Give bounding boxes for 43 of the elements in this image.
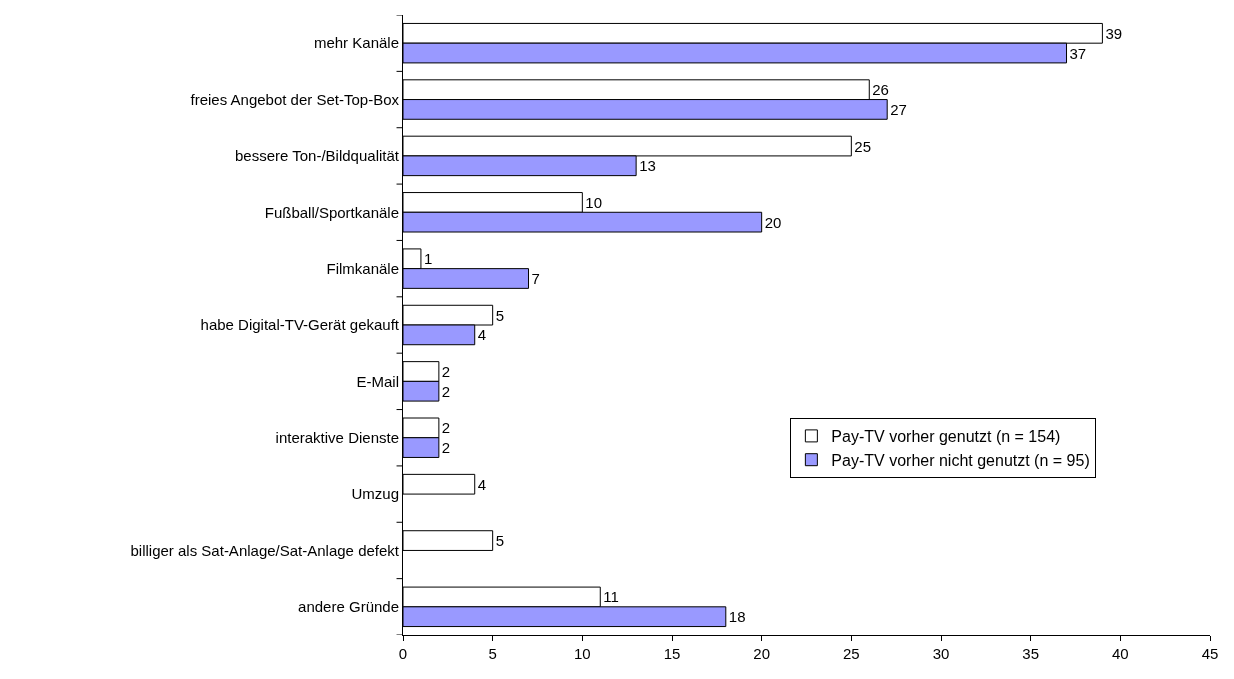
data-label: 7 — [531, 270, 540, 287]
data-label: 37 — [1069, 44, 1087, 62]
x-tick-label: 40 — [1111, 645, 1129, 662]
x-tick-label: 30 — [932, 645, 950, 662]
data-label: 26 — [872, 81, 889, 99]
data-label: 13 — [639, 157, 656, 175]
data-label: 25 — [854, 137, 872, 155]
data-label: 2 — [441, 439, 451, 457]
x-tick-label: 45 — [1201, 645, 1219, 662]
legend-label: Pay-TV vorher genutzt (n = 154) — [831, 428, 1061, 446]
y-tick-label: andere Gründe — [298, 598, 399, 616]
data-label: 2 — [441, 382, 451, 400]
y-tick-label: E-Mail — [356, 372, 399, 390]
y-tick-label: Filmkanäle — [326, 259, 399, 277]
y-tick-label: freies Angebot der Set-Top-Box — [190, 90, 400, 108]
y-tick-label: habe Digital-TV-Gerät gekauft — [200, 316, 400, 334]
data-label: 5 — [495, 306, 505, 324]
x-tick-label: 10 — [573, 645, 591, 662]
data-label: 2 — [441, 419, 451, 437]
y-tick-label: billiger als Sat-Anlage/Sat-Anlage defekt — [130, 541, 400, 559]
legend-label: Pay-TV vorher nicht genutzt (n = 95) — [831, 451, 1090, 469]
y-tick-label: bessere Ton-/Bildqualität — [235, 147, 400, 165]
y-tick-label: interaktive Dienste — [275, 428, 399, 446]
x-tick-label: 20 — [753, 645, 771, 662]
data-label: 27 — [890, 100, 907, 118]
data-label: 18 — [728, 608, 746, 626]
data-label: 2 — [441, 363, 451, 380]
x-tick-label: 35 — [1022, 645, 1040, 662]
data-label: 1 — [423, 250, 433, 268]
y-tick-label: Umzug — [351, 485, 399, 503]
x-tick-label: 25 — [842, 645, 860, 662]
x-tick-label: 5 — [488, 645, 497, 662]
data-label: 10 — [585, 193, 603, 211]
x-tick-label: 0 — [398, 645, 408, 662]
data-label: 5 — [495, 532, 505, 550]
y-tick-label: mehr Kanäle — [313, 34, 399, 52]
x-tick-label: 15 — [663, 645, 681, 662]
y-tick-label: Fußball/Sportkanäle — [264, 203, 399, 221]
data-label: 4 — [477, 326, 487, 344]
data-label: 4 — [477, 475, 487, 493]
data-label: 20 — [764, 213, 782, 231]
data-label: 39 — [1105, 24, 1123, 42]
data-label: 11 — [603, 588, 619, 606]
